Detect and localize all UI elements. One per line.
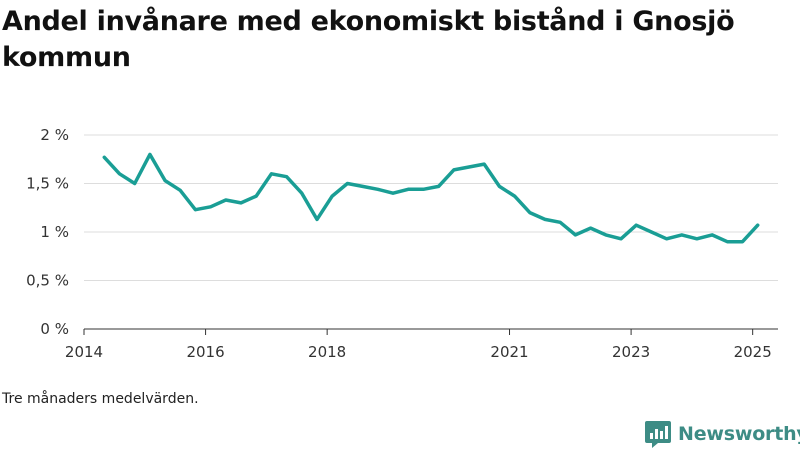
gridlines bbox=[84, 134, 778, 281]
brand-name: Newsworthy bbox=[678, 423, 800, 445]
y-tick-label: 1 % bbox=[40, 223, 69, 241]
x-tick-label: 2018 bbox=[308, 343, 346, 361]
x-tick-label: 2025 bbox=[734, 343, 772, 361]
x-tick-label: 2021 bbox=[490, 343, 528, 361]
x-tick-label: 2016 bbox=[186, 343, 224, 361]
brand-logo[interactable]: Newsworthy bbox=[644, 419, 800, 449]
footnote: Tre månaders medelvärden. bbox=[2, 391, 199, 407]
x-tick-label: 2014 bbox=[65, 343, 103, 361]
y-tick-label: 2 % bbox=[40, 126, 69, 144]
chart-title: Andel invånare med ekonomiskt bistånd i … bbox=[2, 6, 735, 73]
y-axis-ticks: 0 % 0,5 % 1 % 1,5 % 2 % bbox=[26, 126, 69, 338]
x-tick-label: 2023 bbox=[612, 343, 650, 361]
series-line bbox=[102, 152, 760, 244]
y-tick-label: 0,5 % bbox=[26, 272, 69, 290]
x-axis-ticks: 2014 2016 2018 2021 2023 2025 bbox=[65, 329, 772, 361]
y-tick-label: 1,5 % bbox=[26, 175, 69, 193]
y-tick-label: 0 % bbox=[40, 320, 69, 338]
newsworthy-logo-icon bbox=[645, 421, 671, 448]
